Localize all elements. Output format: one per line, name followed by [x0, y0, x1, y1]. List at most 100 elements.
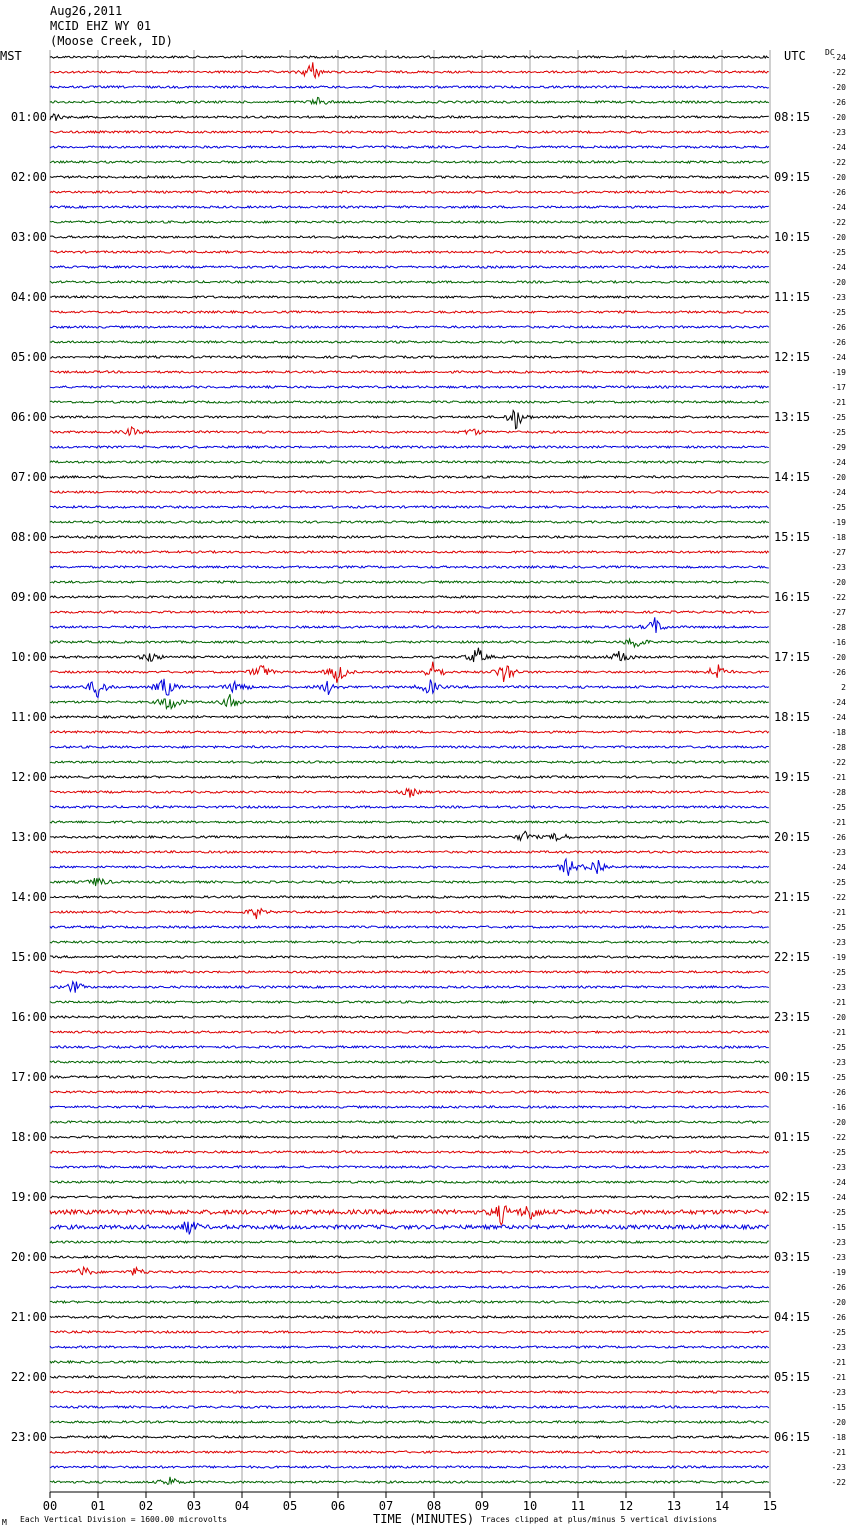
utc-hour-label: 11:15 [774, 290, 810, 304]
trace-row-3 [49, 96, 770, 106]
trace-row-42 [49, 678, 770, 699]
trace-row-83 [49, 1299, 770, 1305]
trace-row-2 [49, 84, 769, 90]
dc-offset-value: -26 [832, 338, 847, 347]
dc-offset-value: -28 [832, 743, 847, 752]
dc-offset-value: -16 [832, 638, 847, 647]
utc-hour-label: 09:15 [774, 170, 810, 184]
dc-offset-value: -23 [832, 1163, 847, 1172]
dc-offset-value: -25 [832, 428, 847, 437]
x-tick-label: 06 [331, 1499, 345, 1513]
dc-offset-value: -22 [832, 158, 847, 167]
trace-row-52 [49, 830, 770, 843]
trace-row-70 [49, 1104, 769, 1109]
trace-row-30 [49, 504, 770, 510]
x-tick-label: 03 [187, 1499, 201, 1513]
trace-row-49 [49, 787, 770, 798]
mst-hour-label: 07:00 [11, 470, 47, 484]
trace-row-24 [49, 409, 769, 430]
dc-offset-value: -21 [832, 1448, 847, 1457]
dc-offset-value: -22 [832, 893, 847, 902]
trace-row-59 [49, 940, 770, 944]
trace-row-28 [49, 475, 769, 480]
trace-row-63 [49, 1000, 770, 1005]
dc-offset-value: -20 [832, 278, 847, 287]
trace-row-54 [49, 857, 770, 876]
dc-offset-value: -25 [832, 1073, 847, 1082]
dc-offset-value: -23 [832, 1463, 847, 1472]
trace-row-19 [49, 340, 769, 345]
utc-hour-labels: 08:15 09:15 10:15 11:15 12:15 13:15 14:15 15:15… [774, 110, 810, 1444]
x-tick-label: 14 [715, 1499, 729, 1513]
dc-offset-value: -23 [832, 128, 847, 137]
mst-hour-label: 23:00 [11, 1430, 47, 1444]
dc-offset-value: -20 [832, 653, 847, 662]
dc-offset-value: -25 [832, 968, 847, 977]
trace-row-36 [49, 595, 769, 600]
plot-grid [49, 50, 771, 1498]
trace-row-8 [49, 174, 769, 180]
mst-hour-label: 17:00 [11, 1070, 47, 1084]
dc-offset-value: -24 [832, 1193, 847, 1202]
trace-row-79 [49, 1240, 769, 1245]
dc-offset-value: -20 [832, 1298, 847, 1307]
utc-hour-label: 21:15 [774, 890, 810, 904]
trace-row-68 [49, 1074, 769, 1080]
trace-row-56 [50, 895, 769, 900]
footer-right-note: Traces clipped at plus/minus 5 vertical … [481, 1515, 718, 1524]
dc-offset-value: -24 [832, 458, 847, 467]
trace-row-40 [49, 647, 769, 663]
utc-hour-label: 12:15 [774, 350, 810, 364]
dc-offset-value: -20 [832, 473, 847, 482]
mst-hour-label: 22:00 [11, 1370, 47, 1384]
dc-offset-value: -22 [832, 1133, 847, 1142]
dc-offset-value: -21 [832, 998, 847, 1007]
trace-row-67 [49, 1059, 770, 1064]
dc-offset-value: -21 [832, 908, 847, 917]
x-tick-label: 12 [619, 1499, 633, 1513]
dc-offset-value: -25 [832, 503, 847, 512]
chart-station: MCID EHZ WY 01 [50, 19, 152, 33]
trace-row-91 [49, 1420, 769, 1425]
dc-offset-value: -23 [832, 848, 847, 857]
dc-offset-value: -24 [832, 353, 847, 362]
dc-offset-value: -24 [832, 698, 847, 707]
dc-offset-value: -15 [832, 1403, 847, 1412]
mst-hour-label: 14:00 [11, 890, 47, 904]
dc-offset-value: -23 [832, 983, 847, 992]
dc-offset-value: -26 [832, 188, 847, 197]
utc-hour-label: 04:15 [774, 1310, 810, 1324]
dc-offset-value: -21 [832, 1028, 847, 1037]
dc-offset-value: -19 [832, 518, 847, 527]
trace-row-74 [49, 1164, 770, 1170]
footer-left-note: Each Vertical Division = 1600.00 microvo… [20, 1515, 228, 1524]
dc-offset-value: -25 [832, 308, 847, 317]
trace-row-22 [49, 384, 769, 390]
trace-row-27 [49, 460, 769, 464]
utc-hour-label: 18:15 [774, 710, 810, 724]
mst-hour-label: 15:00 [11, 950, 47, 964]
mst-hour-label: 21:00 [11, 1310, 47, 1324]
trace-row-85 [49, 1329, 769, 1335]
mst-hour-label: 11:00 [11, 710, 47, 724]
trace-row-66 [49, 1044, 769, 1050]
utc-hour-label: 13:15 [774, 410, 810, 424]
mst-hour-label: 03:00 [11, 230, 47, 244]
dc-offset-value: -19 [832, 953, 847, 962]
utc-hour-label: 19:15 [774, 770, 810, 784]
trace-row-32 [49, 534, 770, 539]
trace-row-10 [49, 205, 769, 210]
dc-offset-value: -16 [832, 1103, 847, 1112]
utc-hour-label: 02:15 [774, 1190, 810, 1204]
trace-row-48 [49, 774, 769, 780]
mst-hour-label: 09:00 [11, 590, 47, 604]
trace-row-1 [49, 62, 769, 80]
trace-row-75 [49, 1179, 770, 1185]
trace-row-57 [49, 907, 769, 920]
left-timezone-label: MST [0, 49, 22, 63]
trace-row-84 [49, 1315, 769, 1319]
trace-row-35 [49, 579, 769, 584]
trace-row-55 [49, 877, 770, 887]
dc-offset-labels: -24 -22 -20 -26 -20 -23 -24 -22 -20 -26 -24 -22 -20 -… [832, 53, 847, 1487]
dc-offset-value: -26 [832, 323, 847, 332]
